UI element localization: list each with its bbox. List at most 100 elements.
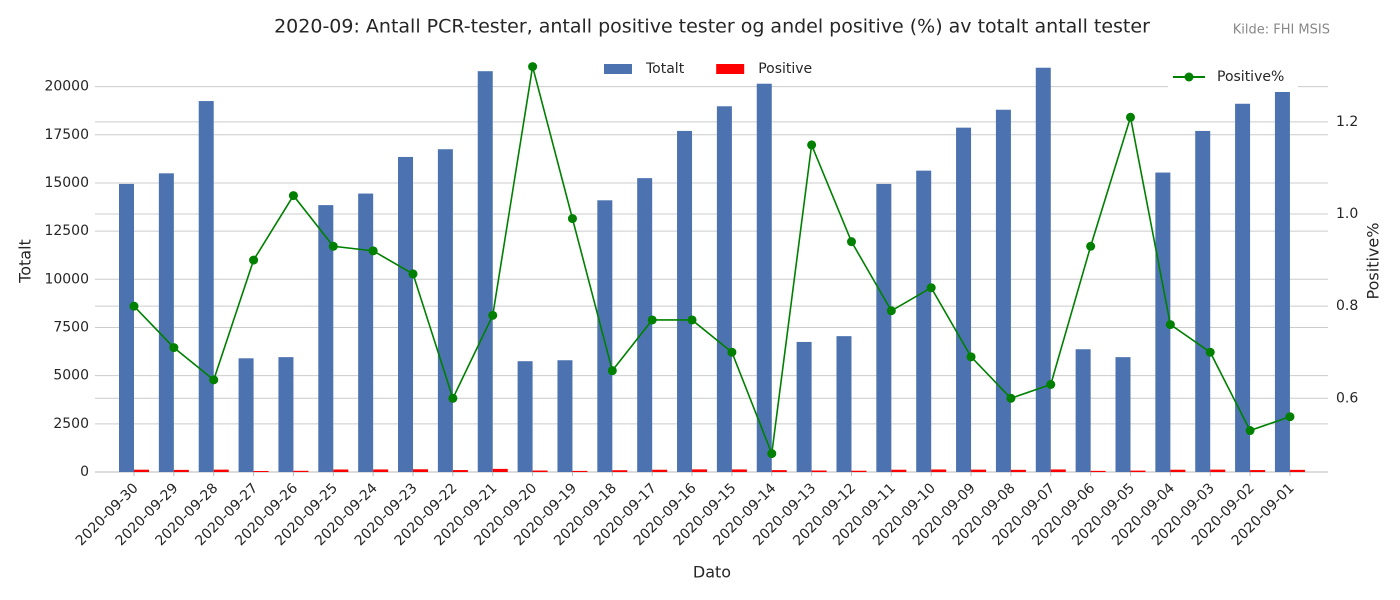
bar (318, 205, 334, 473)
legend-swatch (716, 64, 745, 74)
y-tick-label: 2500 (53, 416, 89, 432)
line-point (1285, 412, 1295, 422)
y2-axis-label: Positive% (1364, 223, 1383, 300)
line-point (1086, 241, 1096, 251)
line-point (886, 306, 896, 316)
line-point (129, 301, 139, 311)
bar (1035, 67, 1051, 473)
bar (358, 193, 374, 473)
legend-label: Positive% (1217, 69, 1284, 85)
line-point (1126, 112, 1135, 122)
y2-tick-label: 0.8 (1336, 298, 1358, 314)
bar (1010, 469, 1026, 472)
bar (1050, 469, 1066, 472)
line-point (1046, 379, 1056, 389)
legend-label: Totalt (645, 61, 685, 77)
y-tick-label: 7500 (53, 319, 89, 335)
bar (1090, 470, 1106, 472)
bar (134, 469, 149, 472)
bar (158, 173, 174, 472)
line-point (209, 375, 219, 385)
bar (173, 469, 189, 472)
bar (477, 71, 493, 472)
y-tick-label: 10000 (44, 271, 89, 287)
bar (756, 83, 772, 472)
bar (1170, 469, 1186, 472)
bar (1155, 172, 1171, 473)
bar (891, 469, 907, 472)
bar (278, 357, 294, 472)
y-axis-label: Totalt (16, 239, 35, 284)
bar (532, 470, 548, 472)
line-point (1006, 393, 1016, 403)
bar (1250, 470, 1266, 472)
bar (238, 358, 254, 472)
line-point (1245, 426, 1255, 436)
line-point (807, 140, 817, 150)
bar (492, 468, 508, 472)
bar (572, 470, 588, 472)
line-point (368, 246, 378, 256)
y2-tick-label: 1.2 (1336, 114, 1358, 130)
bar (293, 470, 309, 472)
bar (811, 470, 827, 472)
bar (637, 178, 653, 473)
bar (612, 470, 628, 472)
bar (413, 469, 429, 472)
bar (1289, 469, 1305, 472)
bar (931, 469, 947, 472)
bar (1235, 103, 1251, 472)
line-point (448, 393, 458, 403)
bar (771, 470, 787, 472)
bar (597, 200, 613, 472)
line-point (249, 255, 259, 265)
line-point (1205, 347, 1215, 357)
bar (373, 469, 389, 472)
y-tick-label: 20000 (44, 79, 89, 95)
bar (557, 360, 573, 472)
y-tick-label: 12500 (44, 223, 89, 239)
bar (517, 361, 533, 472)
bar (677, 130, 693, 472)
line-point (328, 241, 338, 251)
line-point (966, 352, 976, 362)
bar (692, 469, 708, 472)
bar (876, 183, 892, 473)
legend-label: Positive (758, 61, 812, 77)
bar (398, 156, 414, 473)
bar (1274, 91, 1290, 472)
bar (1130, 470, 1146, 472)
line-point (169, 343, 179, 353)
bar (119, 183, 134, 473)
bar (1210, 469, 1226, 472)
bar (213, 469, 229, 472)
y-tick-label: 0 (80, 464, 89, 480)
line-point (567, 214, 577, 224)
bar (1195, 130, 1211, 472)
x-axis-label: Dato (693, 563, 731, 582)
bar (1075, 349, 1091, 472)
bar (916, 170, 932, 473)
y2-tick-label: 0.6 (1336, 390, 1358, 406)
bar (796, 341, 812, 472)
line-point (488, 310, 498, 320)
line-point (926, 283, 936, 293)
line-point (767, 449, 777, 459)
y-tick-label: 15000 (44, 175, 89, 191)
bar (956, 127, 972, 473)
line-point (288, 191, 298, 201)
line-point (408, 269, 418, 279)
bar (652, 469, 668, 472)
line-point (1165, 320, 1175, 330)
bar (851, 470, 867, 472)
y2-tick-label: 1.0 (1336, 206, 1358, 222)
line-point (687, 315, 697, 325)
bar (836, 336, 852, 472)
bar (1115, 357, 1131, 472)
line-point (607, 366, 617, 376)
line-point (528, 62, 538, 72)
bar (253, 470, 269, 472)
line-point (846, 237, 856, 247)
line-point (647, 315, 657, 325)
